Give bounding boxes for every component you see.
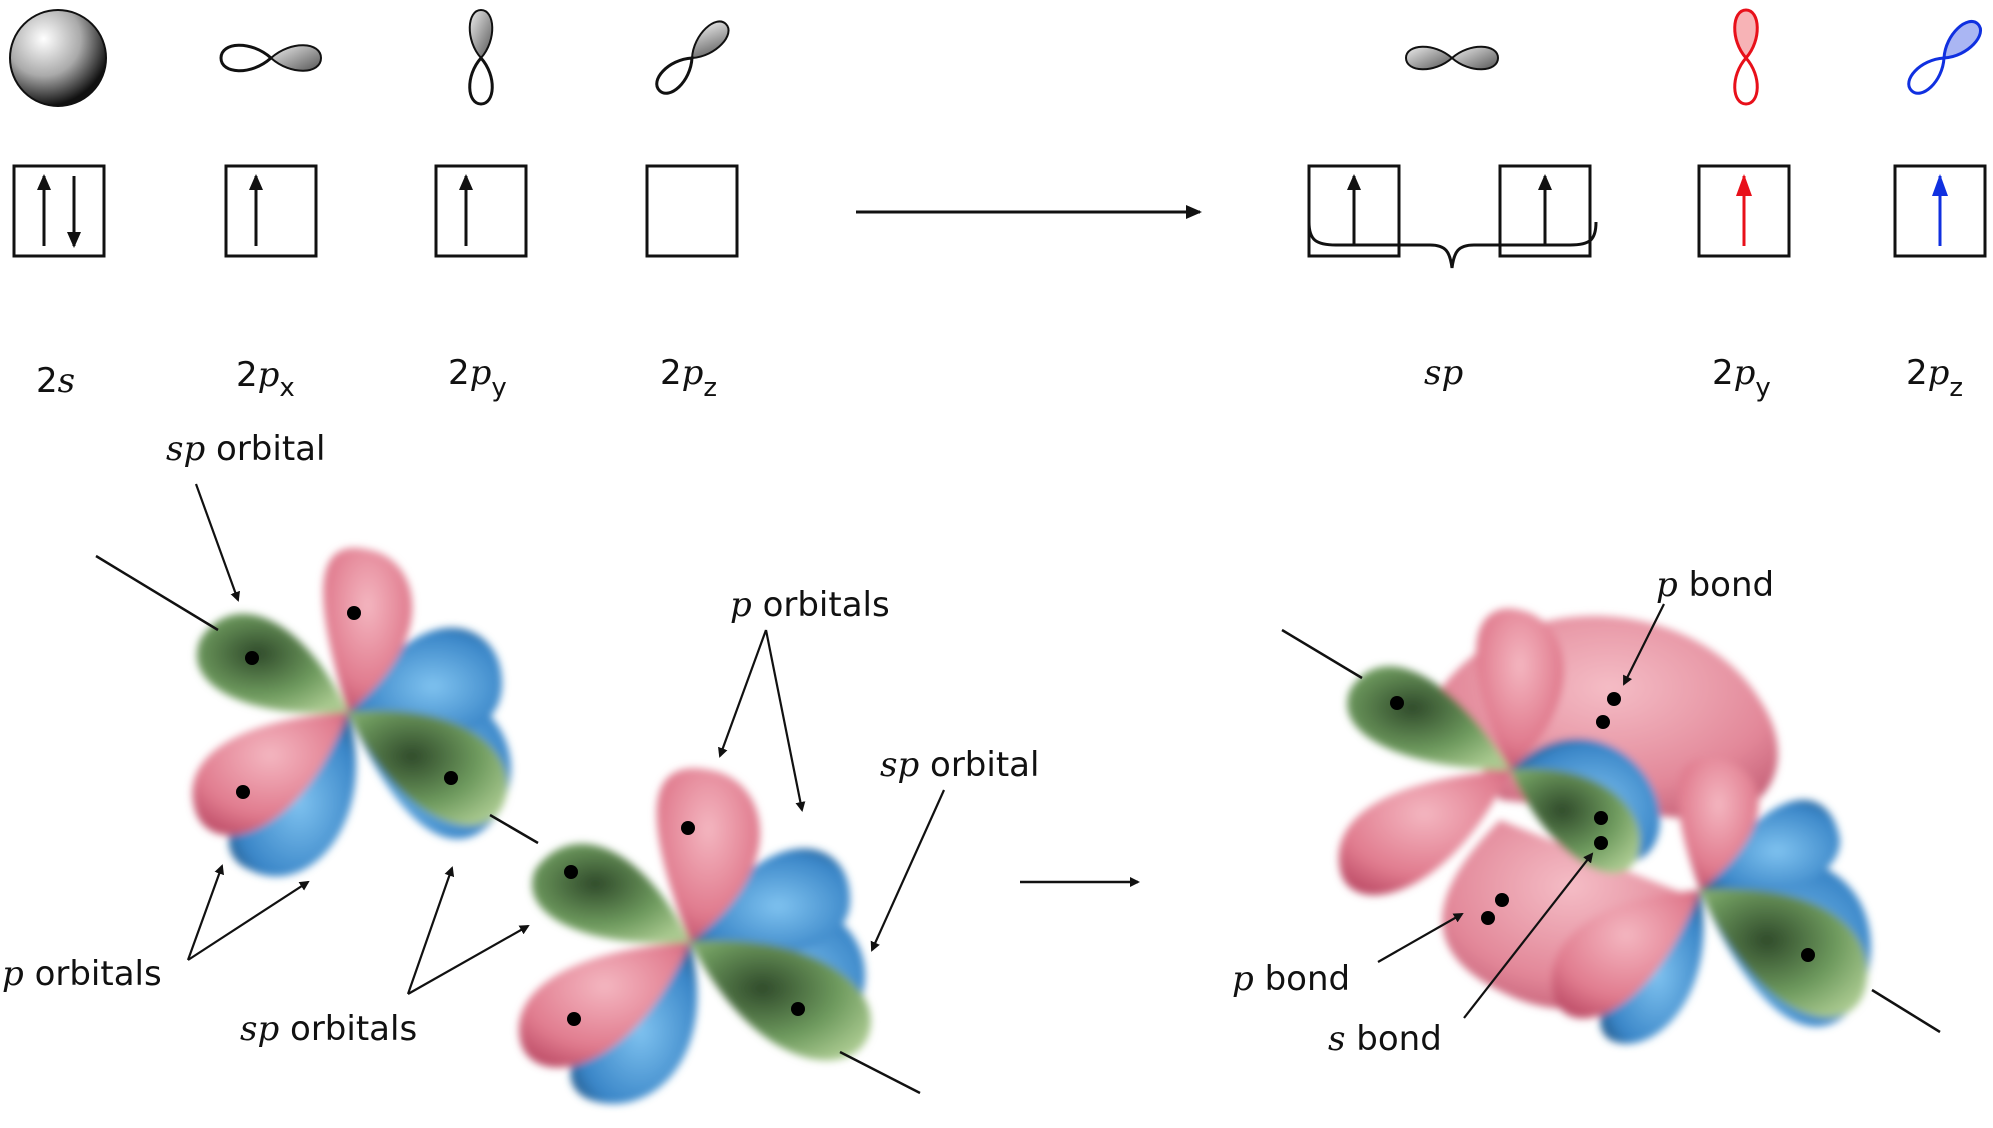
pz-orbital-icon [655, 20, 730, 95]
s-bond-label: s bond [1328, 1019, 1442, 1059]
sp-orbitals-label-bottom: sp orbitals [240, 1009, 417, 1049]
box-2pz [645, 164, 739, 258]
acetylene-bond-molecule [1338, 608, 1871, 1044]
pz-orbital-blue-icon [1907, 20, 1982, 95]
sp-orbital-label-right: sp orbital [880, 745, 1039, 785]
sp-orbital-label-top: sp orbital [166, 429, 325, 469]
sp-carbon-atom-2 [518, 768, 871, 1104]
box-2py [434, 164, 528, 258]
px-orbital-icon [219, 43, 323, 73]
annotation-arrows-right [1377, 603, 1665, 1019]
p-orbitals-label-top: p orbitals [730, 585, 890, 625]
box-2px [224, 164, 318, 258]
electron-boxes-right [1307, 164, 1987, 258]
electron-boxes-left [12, 164, 739, 258]
sp-brace [1307, 221, 1598, 269]
bonded-molecule-dots [1390, 692, 1815, 962]
label-2pz-right: 2pz [1906, 353, 1963, 403]
orbital-labels: 2s 2px 2py 2pz sp 2py 2pz [36, 353, 1963, 403]
sp-carbon-atom-1 [192, 547, 511, 877]
annotation-labels-right: p bond p bond s bond [1232, 565, 1774, 1059]
label-sp: sp [1424, 353, 1463, 393]
annotation-arrows-left [186, 483, 946, 995]
electron-arrows-right [1347, 174, 1948, 246]
bond-axis-lines-right [1281, 628, 1941, 1034]
label-2pz: 2pz [660, 353, 717, 403]
box-sp-2 [1498, 164, 1592, 258]
label-2px: 2px [236, 355, 295, 403]
box-sp-1 [1307, 164, 1401, 258]
bond-axis-lines [95, 554, 1140, 1095]
annotation-labels-left: sp orbital p orbitals sp orbital p orbit… [2, 429, 1039, 1049]
p-bond-label-top: p bond [1656, 565, 1774, 605]
sp-carbon-atom-1-dots [236, 606, 458, 799]
box-2py-right [1697, 164, 1791, 258]
p-orbitals-label-left: p orbitals [2, 954, 162, 994]
box-2pz-right [1893, 164, 1987, 258]
orbital-icons-row [9, 8, 1982, 107]
label-2py: 2py [448, 353, 507, 403]
label-2py-right: 2py [1712, 353, 1771, 403]
py-orbital-icon [468, 8, 494, 106]
py-orbital-red-icon [1733, 8, 1759, 106]
sp-orbital-icon [1404, 45, 1500, 71]
s-orbital-sphere-icon [9, 9, 107, 107]
box-2s [12, 164, 106, 258]
sp-carbon-atom-2-dots [564, 821, 805, 1026]
electron-arrows-left [37, 174, 473, 248]
label-2s: 2s [36, 361, 75, 401]
p-bond-label-left: p bond [1232, 959, 1350, 999]
